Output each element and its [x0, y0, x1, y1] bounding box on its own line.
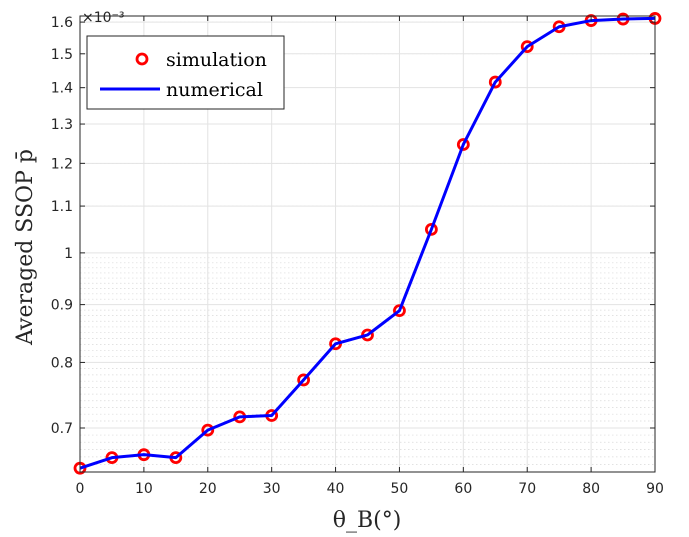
y-tick-label: 1.5	[51, 47, 73, 63]
x-tick-label: 60	[454, 481, 472, 497]
y-tick-label: 1	[64, 246, 73, 262]
y-tick-labels: 0.7 0.8 0.9 1 1.1 1.2 1.3 1.4 1.5 1.6	[51, 15, 73, 437]
legend: simulation numerical	[86, 35, 285, 110]
y-tick-label: 0.9	[51, 298, 73, 314]
x-tick-label: 10	[135, 481, 153, 497]
simulation-point	[393, 304, 406, 318]
x-axis-label: θ_B(°)	[333, 508, 402, 533]
y-axis-multiplier: ×10⁻³	[82, 10, 125, 26]
x-tick-label: 90	[646, 481, 664, 497]
simulation-point	[201, 423, 215, 437]
x-tick-label: 0	[76, 481, 85, 497]
simulation-point	[520, 40, 534, 54]
simulation-point	[456, 138, 470, 151]
x-tick-label: 50	[391, 481, 409, 497]
y-axis-label: Averaged SSOP p̄	[13, 149, 38, 346]
simulation-point	[297, 373, 311, 387]
x-tick-label: 20	[199, 481, 217, 497]
x-tick-labels: 0 10 20 30 40 50 60 70 80 90	[76, 481, 664, 497]
x-tick-label: 30	[263, 481, 281, 497]
simulation-point	[488, 75, 502, 89]
series-layer	[73, 12, 662, 475]
legend-box	[86, 35, 285, 110]
numerical-line	[79, 16, 656, 470]
x-tick-label: 80	[582, 481, 600, 497]
plot-frame	[79, 15, 656, 473]
simulation-point	[424, 222, 438, 236]
legend-simulation-marker	[135, 52, 149, 66]
y-tick-label: 1.2	[51, 156, 73, 172]
y-tick-label: 0.7	[51, 421, 73, 437]
major-grid	[79, 16, 656, 472]
y-tick-label: 1.4	[51, 81, 73, 97]
tick-marks	[79, 16, 656, 472]
x-tick-label: 70	[518, 481, 536, 497]
y-tick-label: 1.1	[51, 199, 73, 215]
x-tick-label: 40	[327, 481, 345, 497]
y-tick-label: 1.3	[51, 117, 73, 133]
y-tick-label: 1.6	[51, 15, 73, 31]
legend-numerical-label: numerical	[166, 79, 263, 101]
legend-simulation-label: simulation	[166, 49, 267, 71]
y-tick-label: 0.8	[51, 355, 73, 371]
